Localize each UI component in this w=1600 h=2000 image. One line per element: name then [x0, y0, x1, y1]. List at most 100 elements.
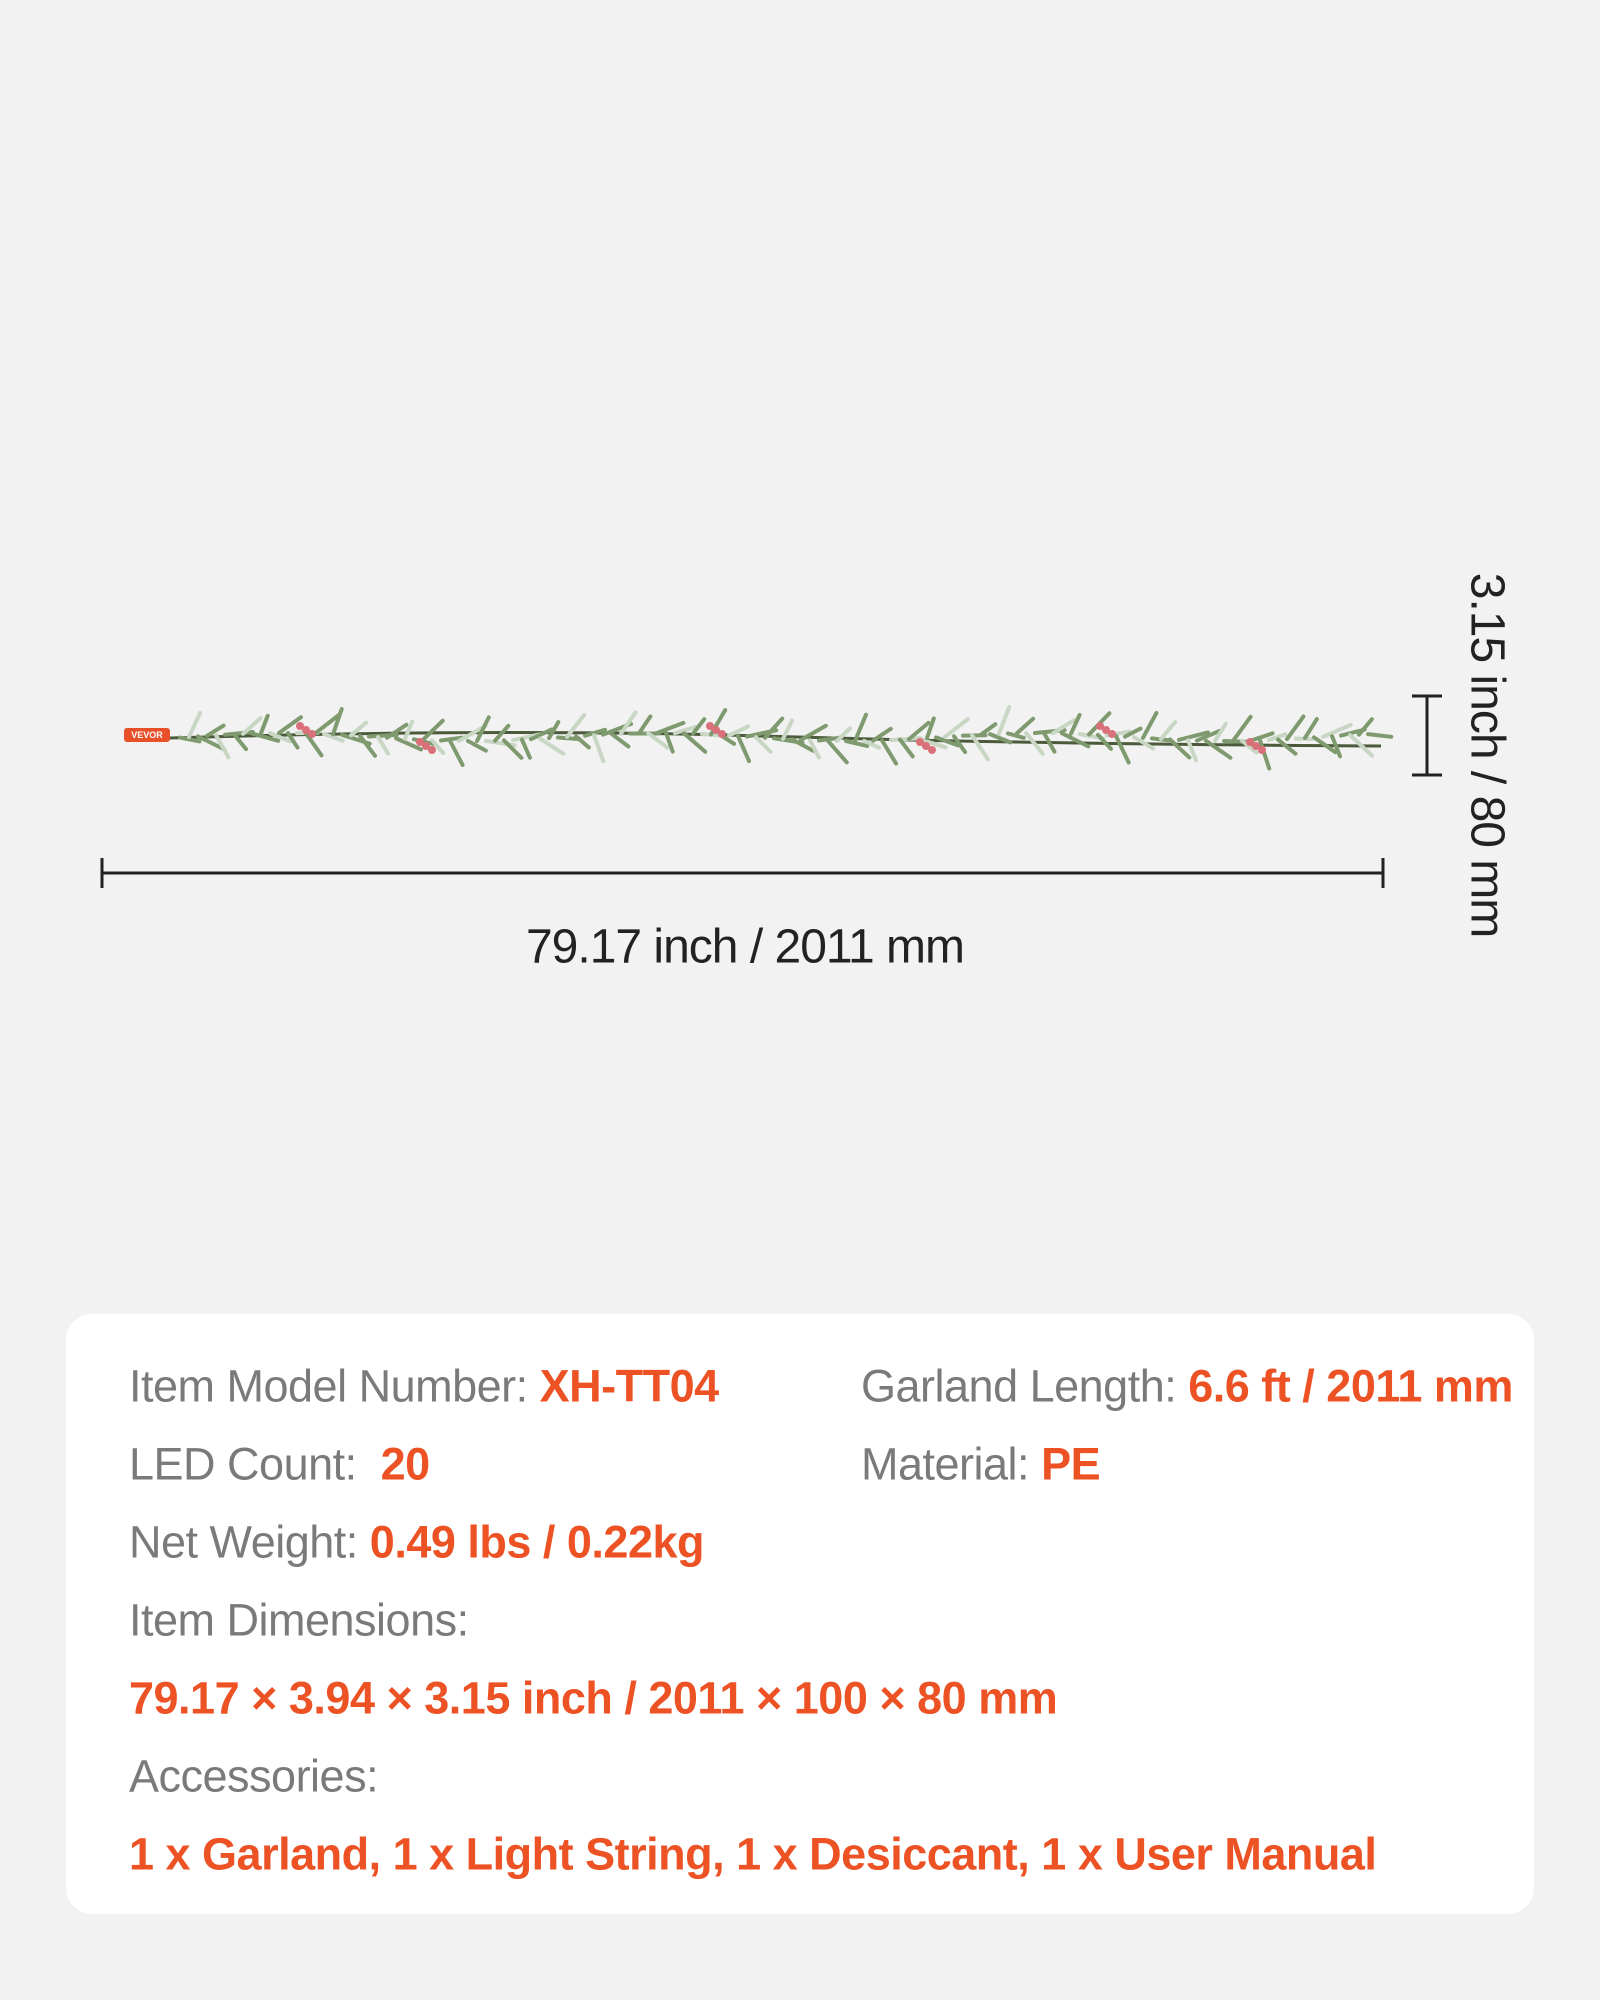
leaf	[493, 723, 511, 743]
leaf	[277, 715, 303, 736]
leaf	[763, 716, 785, 740]
height-label: 3.15 inch / 80 mm	[1460, 572, 1514, 938]
berry	[416, 738, 424, 746]
berry	[928, 746, 936, 754]
leaf	[673, 724, 699, 736]
leaf	[1015, 716, 1036, 736]
leaf	[1024, 731, 1045, 756]
leaf	[241, 716, 263, 736]
spec-row: Item Model Number: XH-TT04	[129, 1364, 719, 1409]
leaf	[862, 738, 882, 750]
leaf	[943, 717, 970, 739]
spec-label: LED Count:	[129, 1438, 357, 1490]
leaf	[853, 712, 869, 743]
spec-label: Accessories:	[129, 1750, 379, 1802]
spec-label: Item Dimensions:	[129, 1594, 469, 1646]
leaf	[781, 718, 795, 741]
leaf	[394, 736, 424, 752]
leaf	[205, 723, 226, 738]
leaf	[304, 731, 324, 758]
leaf	[232, 732, 249, 752]
leaf	[871, 726, 893, 743]
spec-row: Material: PE	[861, 1438, 1101, 1490]
leaf	[736, 733, 752, 764]
spec-value: 20	[380, 1438, 431, 1490]
leaf	[322, 731, 345, 743]
tag	[124, 728, 170, 742]
berry	[308, 730, 316, 738]
leaf	[583, 727, 607, 738]
leaf	[1006, 731, 1026, 740]
leaf	[286, 731, 300, 750]
leaf	[835, 726, 852, 743]
leaf	[196, 734, 227, 752]
leaf	[1276, 737, 1298, 756]
berry	[296, 722, 304, 730]
leaf	[250, 731, 281, 743]
garland-illustration: VEVOR	[100, 694, 1442, 888]
leaf	[547, 720, 561, 741]
leaf	[1330, 734, 1343, 759]
berry	[922, 742, 930, 750]
leaf	[619, 710, 638, 736]
spec-row: LED Count: 20	[129, 1442, 430, 1487]
leaf	[754, 735, 773, 754]
leaf	[1096, 732, 1113, 751]
leaf	[475, 715, 491, 743]
leaf	[637, 714, 653, 736]
leaf	[259, 713, 270, 736]
leaf	[889, 736, 923, 743]
leaf	[1114, 734, 1131, 765]
leaf	[331, 707, 344, 737]
leaf	[448, 738, 465, 768]
leaf	[1267, 732, 1288, 742]
leaf	[439, 735, 464, 743]
leaf	[691, 717, 707, 736]
leaf	[1141, 710, 1159, 740]
leaf	[988, 732, 1013, 745]
leaf	[1177, 730, 1210, 742]
leaf	[520, 737, 532, 760]
leaf	[952, 734, 968, 754]
berry	[1096, 722, 1104, 730]
leaf	[970, 733, 990, 762]
spec-row: Net Weight: 0.49 lbs / 0.22kg	[129, 1516, 705, 1568]
leaf	[1231, 714, 1253, 743]
leaf	[1312, 735, 1338, 755]
berry	[1258, 746, 1266, 754]
leaf	[1321, 722, 1353, 739]
berry	[1246, 738, 1254, 746]
leaf	[1204, 738, 1233, 760]
leaf	[403, 719, 415, 741]
leaf	[1258, 738, 1272, 771]
berry	[712, 726, 720, 734]
berry	[1252, 742, 1260, 750]
leaf	[214, 733, 231, 760]
leaf	[1303, 717, 1319, 740]
leaf	[826, 738, 849, 765]
leaf	[646, 731, 670, 750]
leaf	[1348, 733, 1375, 758]
leaf	[574, 734, 591, 750]
leaf	[538, 736, 566, 756]
leaf	[997, 705, 1012, 736]
leaf	[1357, 717, 1374, 737]
leaf	[1069, 712, 1082, 736]
berry	[1108, 730, 1116, 738]
berry	[718, 730, 726, 738]
leaf	[1195, 728, 1222, 743]
leaf	[1051, 718, 1077, 736]
spec-label: Material:	[861, 1438, 1030, 1490]
leaf	[727, 724, 751, 738]
leaf	[655, 720, 686, 736]
leaf	[385, 722, 409, 740]
leaf	[502, 738, 524, 760]
spec-value: 0.49 lbs / 0.22kg	[369, 1516, 705, 1568]
leaf	[358, 733, 378, 758]
leaf	[790, 737, 816, 753]
leaf	[592, 733, 606, 764]
leaf	[1168, 737, 1192, 760]
leaf	[907, 720, 931, 742]
spec-row: Garland Length: 6.6 ft / 2011 mm	[861, 1364, 1513, 1409]
spec-label: Garland Length:	[861, 1360, 1177, 1412]
